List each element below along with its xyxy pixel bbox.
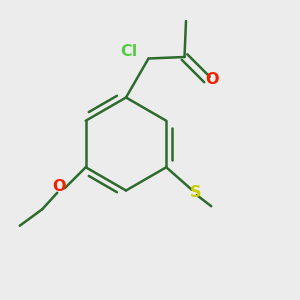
Text: Cl: Cl bbox=[120, 44, 138, 59]
Text: S: S bbox=[190, 184, 201, 200]
Text: O: O bbox=[52, 179, 66, 194]
Text: O: O bbox=[206, 72, 219, 87]
